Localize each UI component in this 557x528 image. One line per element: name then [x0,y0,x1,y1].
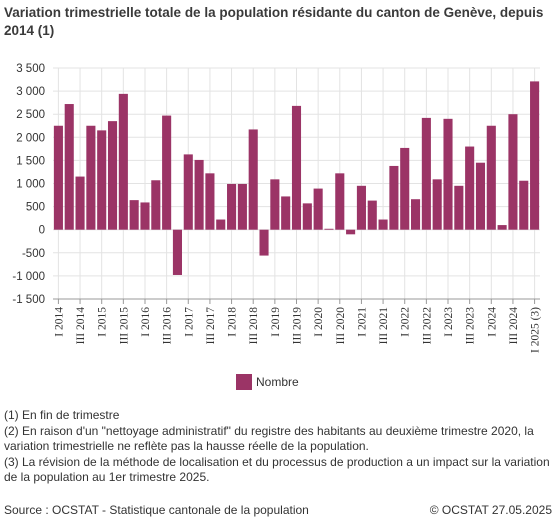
y-tick-label: 1 500 [16,155,45,167]
bar[interactable] [270,179,280,230]
x-tick-label: III 2021 [378,307,390,345]
bar[interactable] [291,105,302,230]
bar[interactable] [259,229,269,256]
bar[interactable] [335,173,345,230]
x-tick-label: I 2015 [97,307,109,337]
x-tick-label: I 2014 [53,307,65,337]
bar[interactable] [324,228,334,230]
bar[interactable] [183,154,193,230]
bar[interactable] [172,229,183,275]
bar[interactable] [475,162,486,230]
y-tick-label: 0 [39,225,45,237]
x-tick-label: I 2023 [443,307,455,337]
bar[interactable] [443,118,453,230]
axis-layer: -1 500 -1 000 -500 0 500 1 000 1 500 2 000 2 500… [12,63,541,353]
bar[interactable] [205,173,215,230]
bar[interactable] [432,179,442,230]
bar[interactable] [75,176,85,230]
y-tick-label: -1 500 [12,294,45,306]
bar[interactable] [194,159,204,230]
bar[interactable] [356,185,366,230]
x-tick-label: I 2020 [313,307,325,337]
x-tick-label: I 2017 [183,307,195,337]
x-tick-label: I 2024 [486,307,498,337]
bar[interactable] [313,188,323,230]
bar[interactable] [302,203,312,230]
bar[interactable] [227,183,237,230]
bar[interactable] [378,219,388,230]
bar[interactable] [421,117,431,230]
bar[interactable] [151,180,161,230]
footnotes: (1) En fin de trimestre (2) En raison d'… [4,408,552,486]
bar[interactable] [410,199,421,230]
footnote-2: (2) En raison d'un "nettoyage administra… [4,423,534,454]
y-tick-label: 2 500 [16,109,45,121]
bar[interactable] [400,147,410,230]
bar[interactable] [237,183,247,230]
bar[interactable] [129,200,139,230]
bar[interactable] [162,115,172,230]
x-tick-label: III 2022 [421,307,433,345]
x-tick-label: I 2021 [356,307,368,337]
y-tick-label: 3 500 [16,63,45,75]
x-tick-label: III 2019 [292,307,304,345]
bar[interactable] [140,202,150,230]
bar[interactable] [389,165,399,230]
bar[interactable] [465,146,475,230]
bar[interactable] [107,121,118,230]
x-tick-label: I 2019 [270,307,282,337]
bar[interactable] [454,185,464,230]
x-tick-label: III 2024 [508,307,520,345]
legend[interactable]: Nombre [236,374,299,390]
x-tick-label: III 2018 [248,307,260,345]
x-tick-label: III 2017 [205,307,217,345]
x-tick-label: III 2023 [465,307,477,345]
x-tick-label: I 2022 [400,307,412,337]
source-text: Source : OCSTAT - Statistique cantonale … [4,503,309,517]
y-tick-label: 3 000 [16,86,45,98]
copyright-text: © OCSTAT 27.05.2025 [429,503,552,517]
x-tick-label: III 2020 [335,307,347,345]
bar-chart: -1 500 -1 000 -500 0 500 1 000 1 500 2 000 2 500… [12,63,541,353]
bar[interactable] [97,130,107,230]
bar[interactable] [53,125,63,230]
legend-label: Nombre [256,375,299,389]
y-tick-label: 2 000 [16,132,45,144]
x-tick-label: III 2016 [162,307,174,345]
x-tick-label: I 2016 [140,307,152,337]
y-tick-label: -500 [22,248,45,260]
bar[interactable] [530,81,540,230]
bar[interactable] [497,225,507,230]
footnote-3: (3) La révision de la méthode de localis… [4,454,550,485]
x-tick-label: III 2015 [118,307,130,345]
bar[interactable] [508,114,518,230]
chart-title: Variation trimestrielle totale de la pop… [4,5,544,38]
legend-swatch [236,374,252,390]
bar[interactable] [519,180,529,230]
bar[interactable] [367,200,377,230]
bar[interactable] [248,129,258,230]
x-tick-label: III 2014 [75,307,87,345]
y-tick-label: 1 000 [16,179,45,191]
bar[interactable] [486,125,496,230]
y-tick-label: 500 [26,202,45,214]
footnote-1: (1) En fin de trimestre [4,408,120,422]
bar[interactable] [64,104,74,230]
bar-layer [53,81,540,275]
bar[interactable] [281,196,291,230]
bar[interactable] [346,229,356,235]
bar[interactable] [216,219,226,230]
bar[interactable] [118,93,128,230]
y-tick-label: -1 000 [12,271,45,283]
x-tick-label: I 2018 [227,307,239,337]
bar[interactable] [86,125,96,230]
x-tick-label: I 2025 (3) [530,307,542,353]
